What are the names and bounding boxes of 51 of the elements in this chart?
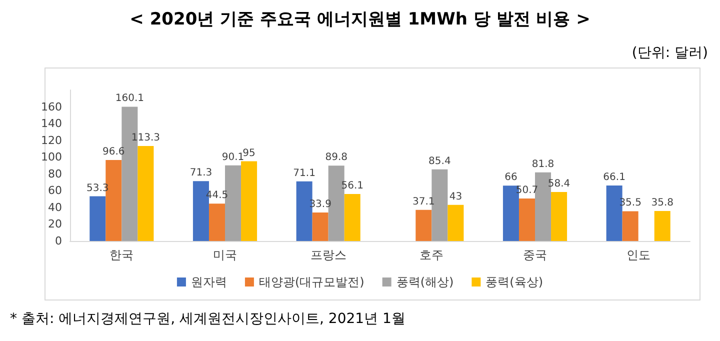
x-tick-label: 인도 bbox=[626, 248, 650, 262]
data-label: 43 bbox=[449, 191, 462, 202]
y-tick-label: 140 bbox=[41, 117, 62, 130]
y-tick-label: 60 bbox=[48, 184, 62, 198]
x-tick-label: 프랑스 bbox=[310, 248, 346, 262]
x-tick-label: 호주 bbox=[420, 248, 444, 262]
bar bbox=[344, 194, 360, 241]
bar bbox=[448, 204, 464, 241]
data-label: 66 bbox=[504, 172, 518, 184]
y-tick-label: 0 bbox=[55, 234, 62, 248]
bar bbox=[622, 211, 638, 241]
bar bbox=[90, 196, 106, 241]
bar bbox=[241, 161, 258, 241]
data-label: 90.1 bbox=[222, 152, 244, 163]
x-tick-label: 미국 bbox=[213, 248, 237, 262]
bar bbox=[138, 146, 154, 241]
bar bbox=[518, 198, 535, 241]
legend-label: 풍력(육상) bbox=[486, 275, 544, 289]
chart-title: < 2020년 기준 주요국 에너지원별 1MWh 당 발전 비용 > bbox=[130, 10, 590, 30]
x-tick-label: 한국 bbox=[110, 248, 134, 262]
data-label: 96.6 bbox=[102, 146, 125, 158]
bar bbox=[551, 192, 568, 241]
data-label: 160.1 bbox=[115, 93, 144, 104]
text: (단위: 달러) bbox=[632, 45, 708, 61]
data-label: 89.8 bbox=[325, 152, 348, 164]
bar bbox=[416, 210, 432, 241]
data-label: 66.1 bbox=[603, 172, 626, 184]
data-label: 113.3 bbox=[131, 132, 160, 144]
y-tick-label: 160 bbox=[41, 100, 62, 114]
y-tick-label: 40 bbox=[48, 200, 62, 214]
text: * 출처: 에너지경제연구원, 세계원전시장인사이트, 2021년 1월 bbox=[10, 311, 406, 327]
bar bbox=[208, 204, 225, 241]
legend-label: 풍력(해상) bbox=[396, 275, 454, 289]
data-label: 56.1 bbox=[341, 180, 364, 192]
y-tick-label: 100 bbox=[41, 150, 62, 164]
x-tick-label: 중국 bbox=[523, 248, 547, 262]
data-label: 71.3 bbox=[190, 168, 212, 179]
y-tick-label: 80 bbox=[48, 167, 62, 180]
data-label: 81.8 bbox=[532, 158, 554, 170]
legend-label: 태양광(대규모발전) bbox=[258, 275, 364, 289]
bar bbox=[654, 210, 670, 241]
data-label: 85.4 bbox=[428, 156, 451, 167]
data-label: 35.8 bbox=[651, 197, 674, 208]
legend-label: 원자력 bbox=[190, 275, 227, 289]
bar bbox=[312, 212, 328, 241]
data-label: 37.1 bbox=[412, 196, 435, 208]
y-tick-label: 120 bbox=[41, 134, 62, 147]
data-label: 58.4 bbox=[548, 178, 570, 190]
data-label: 71.1 bbox=[293, 168, 316, 179]
y-tick-label: 20 bbox=[48, 218, 62, 231]
data-label: 95 bbox=[242, 148, 256, 159]
